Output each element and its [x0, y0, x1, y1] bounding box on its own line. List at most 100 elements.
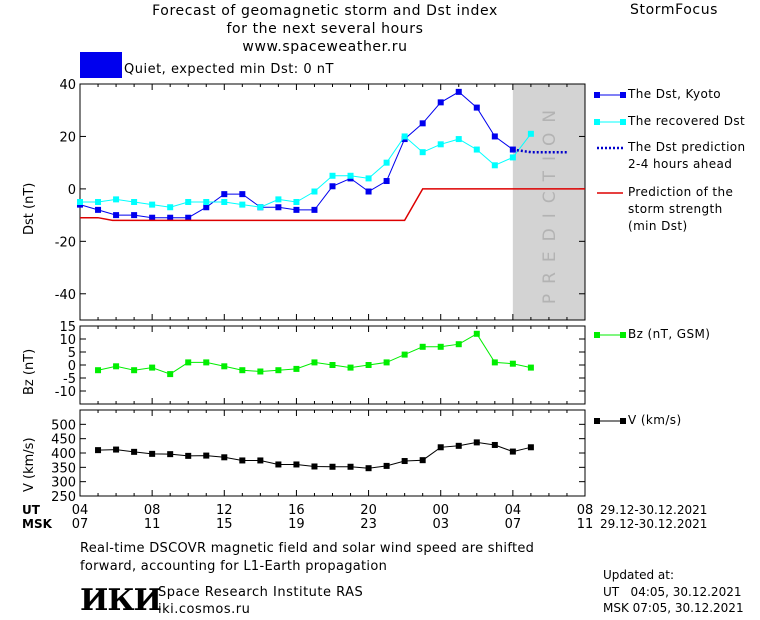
bz-point [203, 359, 210, 366]
legend-v-marker [594, 418, 600, 424]
legend-dst-prediction-line-2: 2-4 hours ahead [628, 157, 733, 171]
chart-title-url[interactable]: www.spaceweather.ru [242, 39, 408, 55]
bz-point [401, 351, 408, 358]
ut-tick-label: 00 [432, 503, 449, 518]
ut-tick-label: 20 [360, 503, 377, 518]
legend-dst-kyoto: The Dst, Kyoto [628, 87, 722, 101]
ut-tick-label: 12 [216, 503, 233, 518]
v-point [275, 461, 282, 468]
ytick-label-0: -20 [55, 235, 76, 250]
dst-recovered-point [491, 162, 498, 169]
v-point [257, 457, 264, 464]
chart-title-line-2: for the next several hours [226, 21, 424, 37]
ytick-label-2: 350 [51, 461, 76, 476]
bz-point [455, 341, 462, 348]
bz-point [257, 368, 264, 375]
dst-kyoto-point [185, 214, 192, 221]
ytick-label-1: 0 [68, 359, 76, 374]
institute-site-link[interactable]: iki.cosmos.ru [158, 602, 251, 617]
dst-kyoto-point [239, 191, 246, 198]
dst-kyoto-point [95, 206, 102, 213]
v-point [419, 457, 426, 464]
dst-kyoto-line [79, 91, 514, 219]
bz-point [275, 367, 282, 374]
brand-name: StormFocus [630, 2, 719, 18]
bz-point [473, 330, 480, 337]
status-color-swatch [80, 52, 122, 78]
ytick-label-1: 10 [59, 333, 76, 348]
ut-tick-label: 08 [577, 503, 594, 518]
legend-dst-prediction-line-1: The Dst prediction [628, 140, 746, 154]
bz-point [113, 363, 120, 370]
dst-recovered-point [149, 201, 156, 208]
dst-kyoto-point [419, 120, 426, 127]
updated-label: Updated at: [603, 568, 674, 582]
v-point [113, 446, 120, 453]
v-point [185, 452, 192, 459]
dst-kyoto-point [131, 212, 138, 219]
legend-storm-strength-line-1: Prediction of the [628, 185, 734, 199]
ytick-label-0: 0 [68, 183, 76, 198]
v-point [383, 462, 390, 469]
v-axis-label: V (km/s) [22, 437, 37, 492]
dst-recovered-point [203, 199, 210, 205]
dst-kyoto-point [275, 204, 282, 211]
legend-storm-strength-line-3: (min Dst) [628, 219, 688, 233]
ut-row-label: UT [22, 503, 40, 517]
bz-point [131, 367, 138, 374]
dst-recovered-point [383, 159, 390, 166]
v-point [203, 452, 210, 459]
iki-logo[interactable]: ИКИ [80, 583, 162, 618]
dst-recovered-line [80, 133, 532, 208]
msk-row-label: MSK [22, 517, 52, 531]
updated-ut: UT 04:05, 30.12.2021 [603, 585, 742, 599]
bz-point [419, 343, 426, 350]
legend-bz-marker [620, 332, 626, 338]
bz-point [509, 360, 516, 367]
bz-point [383, 359, 390, 366]
storm-strength-line [80, 188, 585, 222]
dst-kyoto-point [455, 88, 462, 95]
ytick-label-2: 400 [51, 447, 76, 462]
ut-tick-label: 04 [505, 503, 522, 518]
ut-tick-label: 04 [72, 503, 89, 518]
ytick-label-0: 20 [59, 130, 76, 145]
dst-recovered-point [113, 196, 120, 203]
bz-point [527, 364, 534, 371]
bz-point [185, 359, 192, 366]
bz-point [167, 371, 174, 378]
dst-kyoto-point [329, 183, 336, 190]
v-point [401, 458, 408, 465]
dst-recovered-point [509, 154, 516, 161]
panel-frame-2 [79, 409, 586, 497]
dst-axis-label: Dst (nT) [22, 182, 37, 235]
dst-kyoto-point [311, 206, 318, 213]
msk-date-range: 29.12-30.12.2021 [600, 517, 708, 531]
chart-title-line-1: Forecast of geomagnetic storm and Dst in… [152, 3, 498, 19]
ytick-label-1: 5 [68, 346, 76, 361]
dst-recovered-point [293, 199, 300, 205]
msk-tick-label: 19 [288, 517, 305, 532]
ytick-label-2: 450 [51, 433, 76, 448]
legend-bz-marker [594, 332, 600, 338]
panel-frame-0 [79, 83, 586, 321]
ut-date-range: 29.12-30.12.2021 [600, 503, 708, 517]
v-point [329, 463, 336, 470]
bz-point [293, 365, 300, 372]
msk-tick-label: 07 [72, 517, 89, 532]
dst-recovered-point [347, 172, 354, 179]
note-line-1: Real-time DSCOVR magnetic field and sola… [80, 541, 535, 556]
dst-recovered-point [77, 199, 83, 205]
v-point [221, 454, 228, 461]
dst-prediction-line [512, 148, 567, 154]
v-point [239, 457, 246, 464]
dst-recovered-point [167, 204, 174, 211]
dst-kyoto-point [149, 214, 156, 221]
status-text: Quiet, expected min Dst: 0 nT [124, 62, 334, 77]
v-point [473, 439, 480, 446]
ut-tick-label: 08 [144, 503, 161, 518]
dst-recovered-point [473, 146, 480, 153]
bz-line [97, 333, 532, 375]
bz-point [347, 364, 354, 371]
dst-recovered-point [95, 199, 102, 205]
